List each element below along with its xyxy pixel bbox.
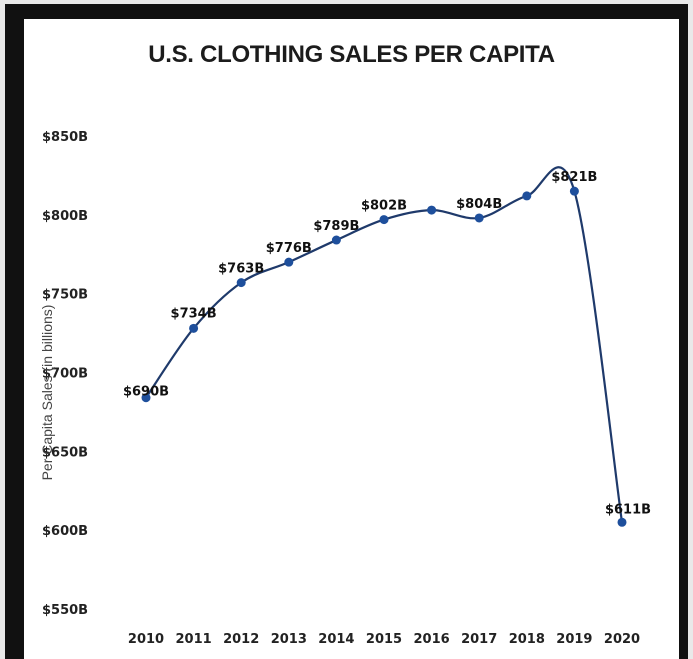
x-tick-label: 2012 [223,632,259,647]
data-label: $802B [361,199,407,214]
outer-frame: U.S. CLOTHING SALES PER CAPITA $550B $600… [5,4,688,659]
data-point [474,213,484,223]
x-tick-label: 2020 [604,632,640,647]
y-tick-label: $650B [42,445,88,460]
x-tick-label: 2010 [128,632,164,647]
data-label: $776B [266,241,312,256]
x-tick-label: 2019 [556,632,592,647]
data-point [141,393,151,403]
x-tick-label: 2016 [414,632,450,647]
data-point [379,215,389,225]
data-point [331,235,341,245]
data-label: $611B [605,502,651,517]
x-tick-label: 2014 [318,632,354,647]
x-tick-label: 2017 [461,632,497,647]
data-point [427,205,437,215]
y-tick-label: $750B [42,288,88,303]
data-label: $734B [171,306,217,321]
x-tick-label: 2018 [509,632,545,647]
data-point [569,186,579,196]
data-point [617,517,627,527]
data-label: $763B [218,262,264,277]
y-tick-label: $550B [42,603,88,618]
chart-title: U.S. CLOTHING SALES PER CAPITA [148,41,555,68]
chart-panel: U.S. CLOTHING SALES PER CAPITA $550B $600… [24,19,679,659]
y-tick-label: $800B [42,209,88,224]
data-point [522,191,532,201]
y-tick-label: $850B [42,130,88,145]
data-point [189,323,199,333]
x-tick-label: 2015 [366,632,402,647]
y-tick-label: $600B [42,524,88,539]
data-label: $804B [456,197,502,212]
data-label: $789B [313,219,359,234]
y-axis-label: Per Capita Sales (in billions) [39,305,55,481]
data-point [236,278,246,288]
line-chart: $550B $600B $650B $700B $750B $800B $850B Per C… [39,130,651,647]
data-point [284,257,294,267]
y-tick-label: $700B [42,367,88,382]
x-tick-label: 2013 [271,632,307,647]
x-tick-label: 2011 [176,632,212,647]
data-label: $821B [551,170,597,185]
data-label: $690B [123,385,169,400]
